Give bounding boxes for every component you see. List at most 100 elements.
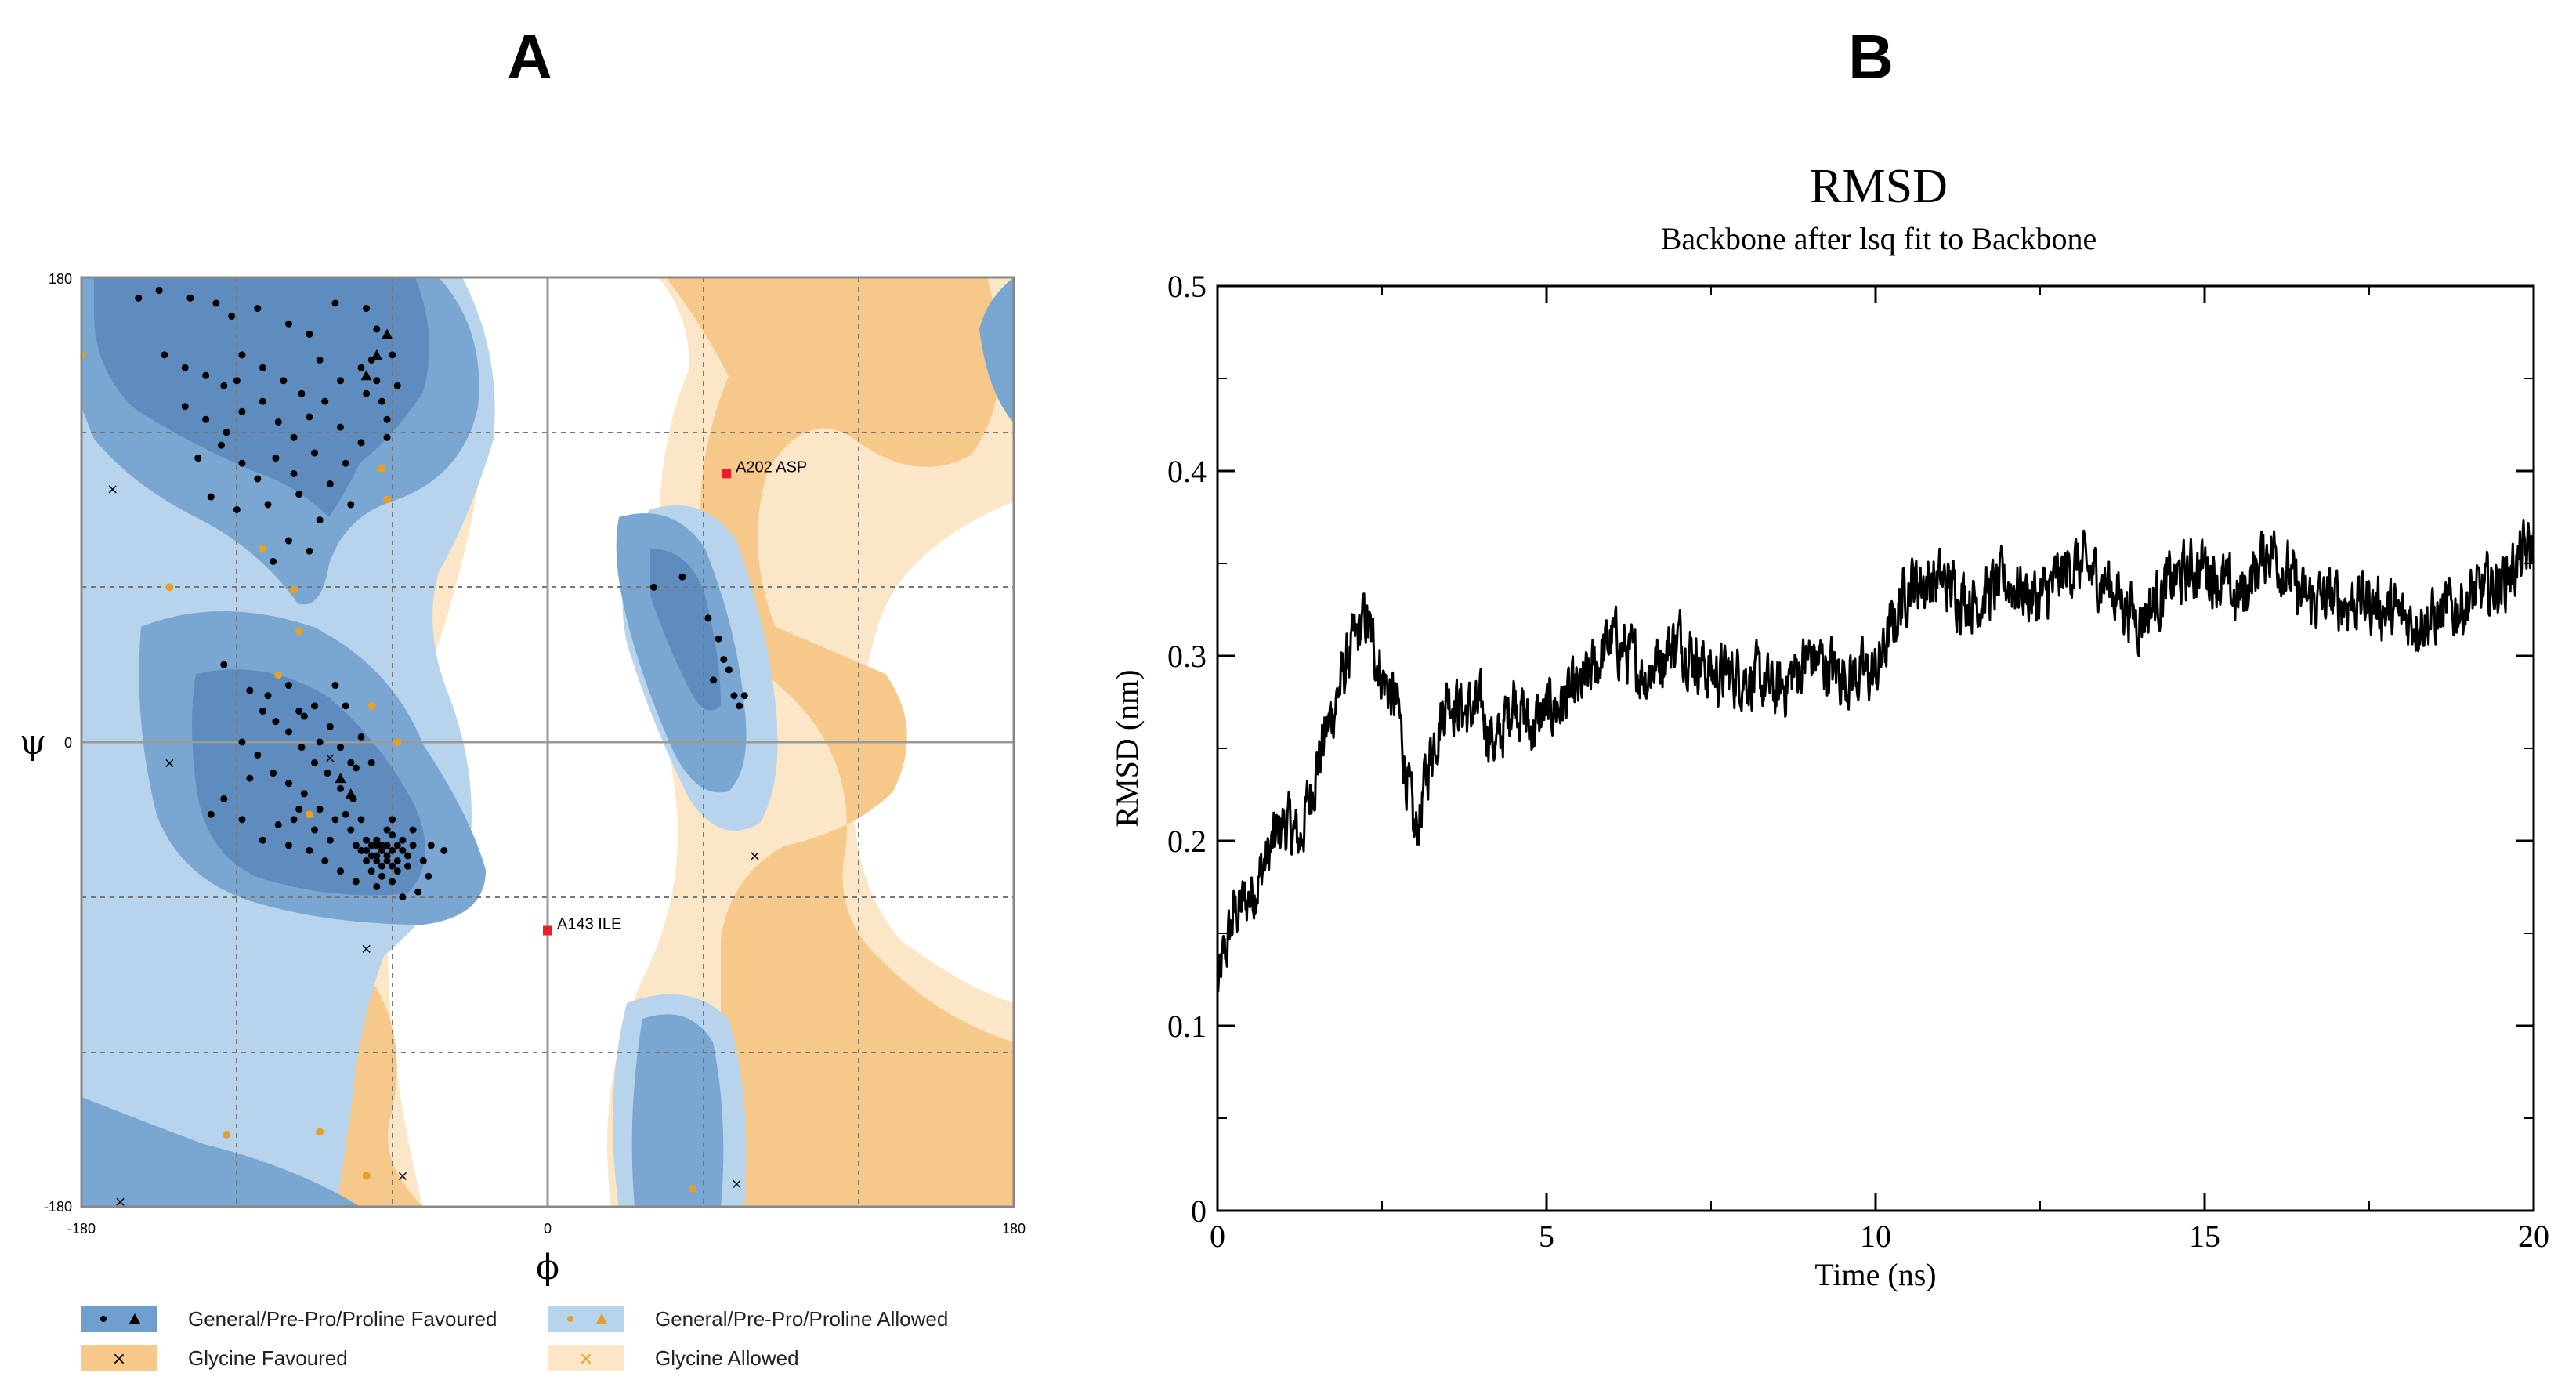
general-residue-point: [725, 666, 733, 674]
general-residue-point: [238, 816, 246, 824]
general-residue-point: [404, 862, 411, 870]
proline-residue-triangle: [382, 328, 393, 339]
general-residue-point: [259, 397, 266, 405]
general-residue-point: [736, 702, 743, 710]
rama-y-axis-label: ψ: [20, 723, 47, 762]
proline-residue-triangle: [371, 349, 382, 360]
legend-swatch-glycine-favoured: [81, 1345, 157, 1371]
general-residue-point: [389, 846, 396, 854]
legend-label-glycine-allowed: Glycine Allowed: [655, 1346, 799, 1370]
rama-plot-frame: [80, 276, 1015, 1208]
allowed-residue-point: [223, 1130, 231, 1139]
general-residue-point: [238, 407, 246, 415]
general-residue-point: [259, 836, 266, 844]
legend-triangle-marker: [596, 1313, 607, 1324]
rmsd-x-tick-label: 5: [1539, 1219, 1554, 1254]
general-residue-point: [259, 707, 266, 715]
glycine-residue-cross: ×: [324, 750, 336, 766]
rmsd-y-tick-label: 0.4: [1167, 454, 1207, 489]
rmsd-title: RMSD: [1810, 160, 1948, 213]
general-residue-point: [347, 501, 355, 509]
outlier-residue-label: A143 ILE: [557, 915, 621, 933]
rama-y-tick-bottom: -180: [44, 1199, 72, 1215]
rmsd-subtitle: Backbone after lsq fit to Backbone: [1661, 221, 2097, 256]
general-residue-point: [393, 857, 401, 865]
general-residue-point: [207, 493, 215, 501]
legend-swatch-general-favoured: [81, 1306, 157, 1332]
general-residue-point: [399, 893, 407, 901]
general-residue-point: [306, 547, 313, 555]
general-residue-point: [326, 723, 334, 730]
general-residue-point: [290, 816, 298, 824]
rama-y-tick-middle: 0: [64, 735, 72, 751]
general-residue-point: [220, 382, 228, 389]
legend-dot-marker: [100, 1316, 107, 1322]
general-residue-point: [212, 299, 220, 307]
general-residue-point: [270, 557, 277, 565]
allowed-residue-point: [362, 1172, 371, 1180]
glycine-residue-cross: ×: [731, 1175, 743, 1192]
general-residue-point: [280, 377, 288, 385]
general-residue-point: [363, 305, 371, 313]
general-residue-point: [218, 441, 225, 449]
general-residue-point: [284, 842, 292, 849]
legend-cross-marker: ×: [579, 1349, 593, 1369]
general-residue-point: [181, 364, 189, 371]
rama-x-tick-left: -180: [67, 1221, 96, 1237]
general-residue-point: [373, 377, 381, 385]
general-residue-point: [373, 882, 381, 890]
general-residue-point: [352, 878, 360, 886]
general-residue-point: [363, 836, 371, 844]
general-residue-point: [311, 702, 318, 710]
general-residue-point: [295, 707, 303, 715]
legend-item-general-allowed: General/Pre-Pro/Proline Allowed: [548, 1306, 948, 1332]
allowed-residue-point: [316, 1128, 324, 1136]
general-favoured-region-right-edge: [979, 277, 1014, 423]
outlier-residue-marker: [543, 925, 552, 936]
general-residue-point: [228, 312, 236, 320]
ramachandran-plot: × × × × × × × × A202 ASP A143 ILE 180 0 -180 -18…: [20, 271, 1026, 1371]
general-residue-point: [246, 686, 254, 694]
general-residue-point: [246, 774, 254, 782]
general-residue-point: [270, 770, 277, 777]
general-residue-point: [440, 846, 448, 854]
allowed-residue-point: [378, 464, 386, 473]
general-residue-point: [378, 842, 385, 849]
general-residue-point: [678, 573, 686, 581]
general-residue-point: [389, 351, 396, 359]
legend-swatch-general-allowed: [548, 1306, 624, 1332]
general-residue-point: [316, 516, 324, 524]
general-residue-point: [427, 842, 435, 849]
rmsd-x-axis-label: Time (ns): [1814, 1257, 1936, 1292]
general-residue-point: [347, 826, 355, 834]
rmsd-y-axis-label: RMSD (nm): [1109, 669, 1145, 827]
allowed-residue-point: [259, 544, 267, 552]
general-residue-point: [383, 852, 391, 860]
general-residue-point: [298, 389, 306, 397]
general-residue-point: [284, 682, 292, 690]
general-residue-point: [393, 382, 401, 389]
general-residue-point: [399, 836, 407, 844]
legend-label-general-favoured: General/Pre-Pro/Proline Favoured: [188, 1307, 497, 1331]
general-residue-point: [331, 816, 339, 824]
general-residue-point: [740, 692, 748, 700]
general-residue-point: [357, 364, 365, 371]
rama-points: × × × × × × × ×: [81, 286, 761, 1207]
general-residue-point: [367, 852, 375, 860]
rmsd-y-tick-label: 0.1: [1167, 1009, 1207, 1044]
general-residue-point: [259, 364, 266, 371]
legend-label-glycine-favoured: Glycine Favoured: [188, 1346, 348, 1370]
general-residue-point: [715, 635, 722, 643]
legend-item-glycine-favoured: × Glycine Favoured: [81, 1345, 348, 1371]
general-residue-point: [373, 325, 381, 333]
outlier-residue-marker: [722, 469, 732, 479]
general-residue-point: [311, 826, 318, 834]
rmsd-series-line: [1217, 519, 2534, 993]
general-residue-point: [389, 831, 396, 839]
general-residue-point: [383, 415, 391, 423]
legend-cross-marker: ×: [112, 1349, 126, 1369]
general-residue-point: [181, 403, 189, 411]
glycine-residue-cross: ×: [107, 481, 118, 498]
general-residue-point: [337, 867, 345, 875]
allowed-residue-point: [295, 627, 303, 636]
